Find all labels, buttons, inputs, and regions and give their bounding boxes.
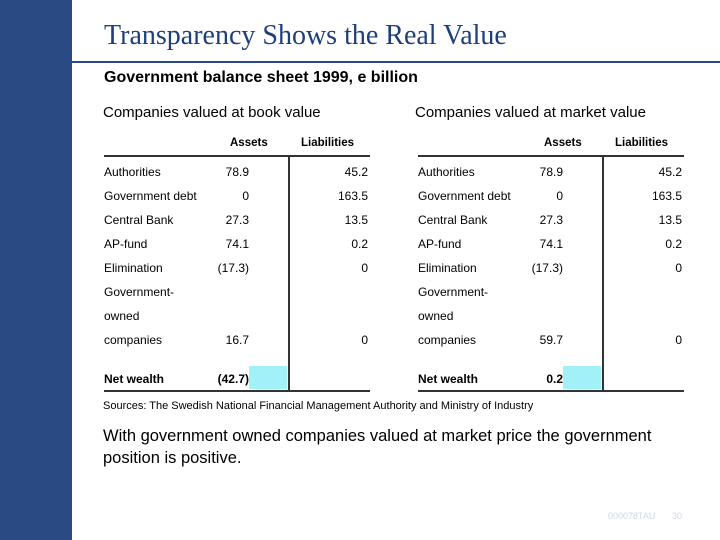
row-label: Government- (418, 285, 489, 299)
row-assets: 74.1 (539, 237, 563, 251)
row-label: AP-fund (104, 237, 148, 251)
table-top-rule (418, 155, 684, 157)
row-label: companies (418, 333, 477, 347)
sources-note: Sources: The Swedish National Financial … (103, 400, 534, 412)
row-assets: 27.3 (225, 213, 249, 227)
market-value-caption: Companies valued at market value (415, 104, 646, 121)
row-liabilities: 0 (675, 333, 682, 347)
assets-header: Assets (230, 137, 268, 149)
book-value-caption: Companies valued at book value (103, 104, 321, 121)
market-value-table: Assets Liabilities Authorities 78.9 45.2… (414, 131, 684, 392)
row-label: AP-fund (418, 237, 462, 251)
row-assets: 74.1 (225, 237, 249, 251)
net-wealth-highlight (249, 366, 287, 389)
assets-header: Assets (544, 137, 582, 149)
row-assets: 16.7 (225, 333, 249, 347)
row-label: Authorities (104, 165, 161, 179)
row-liabilities: 45.2 (658, 165, 682, 179)
row-liabilities: 0 (361, 333, 368, 347)
row-assets: 59.7 (539, 333, 563, 347)
row-assets: 0 (556, 189, 563, 203)
row-assets: 78.9 (539, 165, 563, 179)
row-assets: (17.3) (531, 261, 563, 275)
row-label: Central Bank (104, 213, 174, 227)
column-divider (288, 157, 290, 390)
net-wealth-label: Net wealth (418, 372, 479, 386)
row-label: Elimination (104, 261, 163, 275)
row-liabilities: 0.2 (351, 237, 368, 251)
row-label: companies (104, 333, 163, 347)
row-label: Government- (104, 285, 175, 299)
table-bottom-rule (418, 390, 684, 392)
row-assets: 78.9 (225, 165, 249, 179)
row-assets: (17.3) (217, 261, 249, 275)
row-assets: 27.3 (539, 213, 563, 227)
row-liabilities: 0 (675, 261, 682, 275)
net-wealth-highlight (563, 366, 601, 389)
net-wealth-label: Net wealth (104, 372, 165, 386)
row-liabilities: 45.2 (344, 165, 368, 179)
row-assets: 0 (242, 189, 249, 203)
row-label: Central Bank (418, 213, 488, 227)
row-liabilities: 0 (361, 261, 368, 275)
table-bottom-rule (104, 390, 370, 392)
net-wealth-value: (42.7) (217, 372, 249, 386)
row-liabilities: 163.5 (651, 189, 682, 203)
liabilities-header: Liabilities (301, 137, 355, 149)
footer-code: 000078TAU (608, 511, 656, 521)
row-label: Elimination (418, 261, 477, 275)
row-label: owned (104, 309, 140, 323)
row-label: Authorities (418, 165, 475, 179)
slide-title: Transparency Shows the Real Value (104, 20, 507, 51)
row-liabilities: 13.5 (658, 213, 682, 227)
row-label: owned (418, 309, 454, 323)
page-number: 30 (672, 511, 683, 521)
row-liabilities: 0.2 (665, 237, 682, 251)
book-value-table: Assets Liabilities Authorities 78.9 45.2… (100, 131, 370, 392)
row-liabilities: 13.5 (344, 213, 368, 227)
slide-subtitle: Government balance sheet 1999, e billion (104, 69, 418, 86)
row-label: Government debt (104, 189, 197, 203)
conclusion-text: With government owned companies valued a… (103, 427, 652, 467)
column-divider (602, 157, 604, 390)
title-rule (24, 61, 720, 63)
row-label: Government debt (418, 189, 511, 203)
table-top-rule (104, 155, 370, 157)
side-bar (0, 0, 72, 540)
row-liabilities: 163.5 (337, 189, 368, 203)
net-wealth-value: 0.2 (546, 372, 563, 386)
liabilities-header: Liabilities (615, 137, 669, 149)
